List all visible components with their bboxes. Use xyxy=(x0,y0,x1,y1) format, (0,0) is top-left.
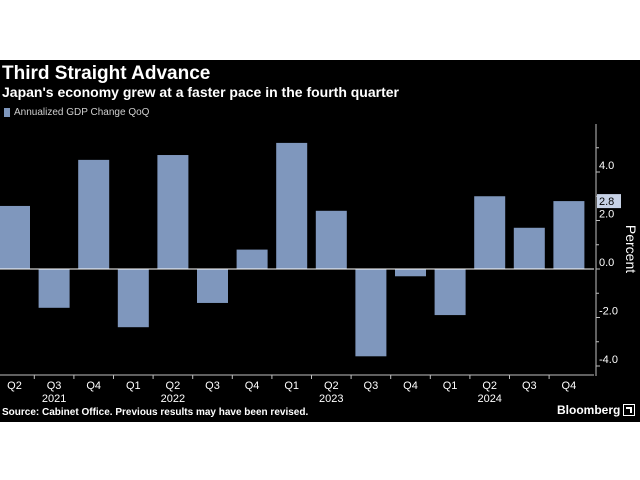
x-tick-label: Q3 xyxy=(205,380,220,392)
bar xyxy=(434,269,466,316)
x-tick-label: Q3 xyxy=(364,380,379,392)
brand-badge-icon xyxy=(623,404,636,416)
bar xyxy=(117,269,149,328)
bar xyxy=(513,227,545,269)
x-tick-label: Q3 xyxy=(522,380,537,392)
x-tick-label: Q2 xyxy=(482,380,497,392)
bar xyxy=(315,210,347,269)
last-value-box xyxy=(597,194,621,209)
x-tick-label: Q2 xyxy=(166,380,181,392)
x-year-label: 2021 xyxy=(42,393,66,405)
bar-chart: -4.0 -2.0 0.0 2.0 4.0 2.8 Percent Q2 Q3 Q4 Q1 Q2 Q3 Q… xyxy=(0,124,639,405)
bar xyxy=(197,269,228,303)
chart-panel: Third Straight Advance Japan's economy g… xyxy=(0,60,640,422)
x-year-label: 2022 xyxy=(161,393,185,405)
x-tick-label: Q1 xyxy=(284,380,299,392)
y-tick-label: -4.0 xyxy=(599,354,618,366)
y-tick-label: 2.0 xyxy=(599,209,614,221)
bar xyxy=(38,269,70,308)
bar xyxy=(395,269,426,277)
bar xyxy=(276,142,308,269)
brand-name: Bloomberg xyxy=(557,403,621,417)
bar xyxy=(78,159,110,269)
x-tick-label: Q4 xyxy=(86,380,101,392)
chart-title: Third Straight Advance xyxy=(2,63,211,84)
y-tick-label: 0.0 xyxy=(599,257,614,269)
x-tick-label: Q4 xyxy=(245,380,260,392)
bar xyxy=(474,196,506,269)
bar xyxy=(0,205,30,269)
source-note: Source: Cabinet Office. Previous results… xyxy=(2,407,309,418)
bar xyxy=(157,155,189,269)
x-tick-label: Q2 xyxy=(324,380,339,392)
x-year-label: 2024 xyxy=(477,393,501,405)
legend-swatch xyxy=(4,108,10,117)
legend: Annualized GDP Change QoQ xyxy=(4,107,149,118)
x-tick-label: Q1 xyxy=(443,380,458,392)
x-tick-label: Q3 xyxy=(47,380,62,392)
bar xyxy=(355,269,387,357)
last-value-label: 2.8 xyxy=(599,196,614,208)
y-tick-label: -2.0 xyxy=(599,306,618,318)
x-tick-label: Q2 xyxy=(7,380,22,392)
y-axis-title: Percent xyxy=(623,225,639,273)
x-tick-label: Q1 xyxy=(126,380,141,392)
bar xyxy=(553,201,585,269)
x-tick-label: Q4 xyxy=(562,380,577,392)
brand-logo: Bloomberg xyxy=(557,403,636,417)
chart-subtitle: Japan's economy grew at a faster pace in… xyxy=(2,84,399,100)
legend-label: Annualized GDP Change QoQ xyxy=(14,107,150,118)
x-tick-label: Q4 xyxy=(403,380,418,392)
bar xyxy=(236,249,268,269)
y-tick-label: 4.0 xyxy=(599,160,614,172)
x-year-label: 2023 xyxy=(319,393,343,405)
